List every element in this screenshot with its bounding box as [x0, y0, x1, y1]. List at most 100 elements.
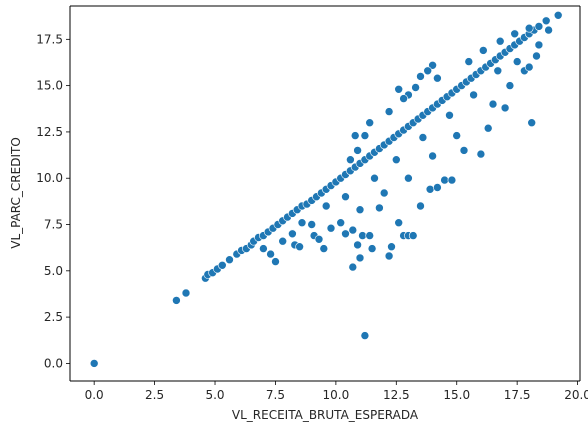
x-tick-label: 0.0 — [85, 388, 104, 402]
data-point — [512, 57, 522, 66]
y-axis-label: VL_PARC_CREDITO — [9, 137, 23, 249]
x-tick-label: 5.0 — [205, 388, 224, 402]
data-point — [428, 151, 437, 161]
x-tick-label: 2.5 — [145, 388, 164, 402]
y-tick-label: 0.0 — [44, 356, 63, 370]
data-point — [181, 288, 191, 298]
data-point — [225, 255, 234, 265]
data-point — [297, 218, 307, 227]
data-point — [89, 359, 99, 368]
data-point — [416, 72, 425, 81]
data-point — [365, 118, 375, 127]
data-point — [314, 235, 324, 244]
data-point — [524, 62, 534, 72]
plot-frame — [69, 5, 581, 382]
y-tick-label: 5.0 — [44, 264, 63, 278]
data-point — [510, 29, 520, 39]
data-point — [423, 66, 433, 76]
data-point — [476, 149, 486, 159]
data-point — [445, 111, 454, 120]
data-point — [495, 36, 505, 46]
data-point — [404, 173, 413, 183]
data-point — [433, 73, 442, 83]
data-point — [358, 231, 367, 240]
data-point — [346, 155, 355, 164]
data-point — [353, 146, 362, 155]
data-point — [418, 133, 428, 142]
data-point — [408, 231, 418, 240]
data-point — [394, 85, 404, 94]
data-point — [353, 240, 362, 250]
y-axis-ticks: 0.0 2.5 5.0 7.5 10.0 12.5 15.0 17.5 — [36, 32, 70, 370]
data-points — [89, 11, 563, 368]
y-tick-label: 17.5 — [36, 32, 63, 46]
data-point — [534, 40, 544, 50]
data-point — [307, 220, 317, 229]
data-point — [360, 331, 370, 340]
x-tick-label: 15.0 — [443, 388, 470, 402]
x-tick-label: 10.0 — [323, 388, 350, 402]
data-point — [384, 251, 394, 261]
data-point — [341, 192, 350, 201]
data-point — [447, 175, 457, 185]
data-point — [321, 201, 331, 211]
data-point — [534, 22, 544, 31]
data-point — [399, 94, 408, 103]
data-point — [355, 253, 365, 263]
data-point — [452, 131, 462, 140]
data-point — [319, 244, 329, 253]
data-point — [544, 25, 553, 35]
data-point — [288, 229, 297, 239]
data-point — [440, 175, 449, 185]
data-point — [350, 131, 360, 140]
data-point — [379, 188, 389, 198]
data-point — [469, 90, 478, 100]
data-point — [387, 242, 396, 251]
data-point — [464, 57, 474, 66]
data-point — [411, 83, 420, 92]
data-point — [348, 262, 358, 272]
data-point — [266, 249, 275, 259]
data-point — [375, 203, 384, 213]
data-point — [341, 229, 350, 239]
data-point — [488, 99, 498, 109]
y-tick-label: 7.5 — [44, 218, 63, 232]
data-point — [527, 118, 537, 127]
data-point — [428, 61, 437, 70]
y-tick-label: 12.5 — [36, 125, 63, 139]
y-tick-label: 10.0 — [36, 171, 63, 185]
data-point — [326, 223, 336, 233]
y-tick-label: 2.5 — [44, 310, 63, 324]
data-point — [425, 185, 435, 194]
x-tick-label: 17.5 — [504, 388, 531, 402]
data-point — [218, 260, 227, 270]
data-point — [500, 103, 510, 113]
y-tick-label: 15.0 — [36, 79, 63, 93]
x-tick-label: 12.5 — [383, 388, 410, 402]
data-point — [478, 46, 488, 55]
x-tick-label: 20.0 — [564, 388, 588, 402]
data-point — [367, 244, 377, 253]
data-point — [459, 146, 469, 155]
data-point — [278, 236, 288, 246]
data-point — [505, 81, 515, 90]
data-point — [295, 242, 304, 251]
data-point — [394, 218, 404, 227]
data-point — [524, 23, 534, 33]
data-point — [433, 183, 442, 192]
data-point — [541, 16, 551, 26]
data-point — [336, 218, 346, 227]
data-point — [355, 205, 365, 214]
x-axis-ticks: 0.0 2.5 5.0 7.5 10.0 12.5 15.0 17.5 20.0 — [85, 381, 588, 402]
data-point — [483, 123, 493, 133]
data-point — [416, 201, 425, 211]
data-point — [271, 257, 280, 266]
data-point — [493, 66, 503, 76]
x-tick-label: 7.5 — [266, 388, 285, 402]
data-point — [360, 131, 370, 140]
data-point — [391, 155, 401, 164]
data-point — [384, 107, 394, 116]
data-point — [553, 11, 563, 20]
data-point — [172, 296, 181, 305]
